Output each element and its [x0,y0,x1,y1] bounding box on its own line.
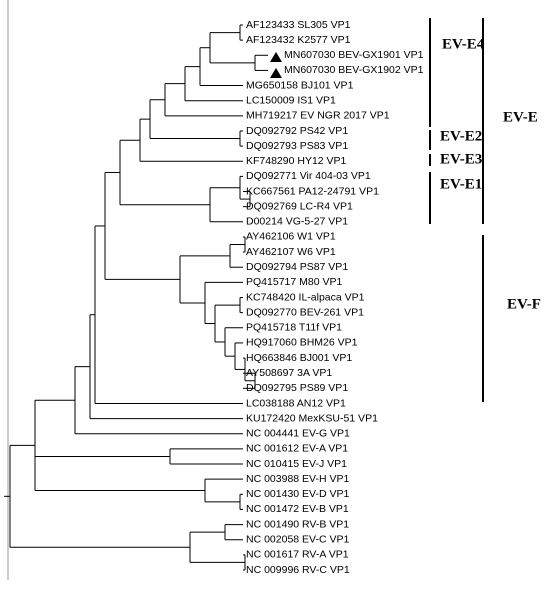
leaf-label: LC150009 IS1 VP1 [246,94,336,106]
leaf-label: MH719217 EV NGR 2017 VP1 [246,110,390,122]
leaf-label: NC 001617 RV-A VP1 [246,549,349,561]
leaf-label: AF123432 K2577 VP1 [246,34,351,46]
leaf-label: AY462107 W6 VP1 [246,246,336,258]
leaf-label: DQ092769 LC-R4 VP1 [246,200,353,212]
leaf-label: HQ917060 BHM26 VP1 [246,337,358,349]
leaf-label: DQ092771 Vir 404-03 VP1 [246,170,371,182]
leaf-label: DQ092770 BEV-261 VP1 [246,306,364,318]
leaf-label: MN607030 BEV-GX1901 VP1 [284,49,424,61]
leaf-label: PQ415717 M80 VP1 [246,276,342,288]
clade-label: EV-F [507,296,541,312]
clade-label: EV-E1 [440,176,482,192]
leaf-label: KF748290 HY12 VP1 [246,155,347,167]
triangle-marker [270,68,282,78]
leaf-label: AF123433 SL305 VP1 [246,19,351,31]
leaf-label: KC748420 IL-alpaca VP1 [246,291,365,303]
leaf-label: NC 009996 RV-C VP1 [246,564,350,576]
leaf-label: MN607030 BEV-GX1902 VP1 [284,64,424,76]
leaf-label: DQ092795 PS89 VP1 [246,382,348,394]
clade-label: EV-E2 [440,128,482,144]
leaf-label: KC667561 PA12-24791 VP1 [246,185,379,197]
leaf-label: NC 004441 EV-G VP1 [246,428,350,440]
leaf-label: HQ663846 BJ001 VP1 [246,352,352,364]
clade-label: EV-E3 [440,151,482,167]
leaf-label: DQ092792 PS42 VP1 [246,125,348,137]
leaf-label: NC 003988 EV-H VP1 [246,473,349,485]
triangle-marker [270,52,282,62]
leaf-label: MG650158 BJ101 VP1 [246,79,354,91]
leaf-label: AY508697 3A VP1 [246,367,332,379]
leaf-label: NC 001472 EV-B VP1 [246,503,349,515]
leaf-label: D00214 VG-5-27 VP1 [246,216,348,228]
leaf-label: AY462106 W1 VP1 [246,231,336,243]
leaf-label: DQ092794 PS87 VP1 [246,261,348,273]
clade-label: EV-E [503,109,538,125]
leaf-label: NC 010415 EV-J VP1 [246,458,347,470]
leaf-label: KU172420 MexKSU-51 VP1 [246,412,378,424]
leaf-label: NC 001490 RV-B VP1 [246,518,349,530]
leaf-label: NC 002058 EV-C VP1 [246,534,349,546]
leaf-label: PQ415718 T11f VP1 [246,322,342,334]
leaf-label: DQ092793 PS83 VP1 [246,140,348,152]
leaf-label: NC 001430 EV-D VP1 [246,488,349,500]
leaf-label: NC 001612 EV-A VP1 [246,443,348,455]
leaf-label: LC038188 AN12 VP1 [246,397,346,409]
clade-label: EV-E4 [442,36,485,52]
